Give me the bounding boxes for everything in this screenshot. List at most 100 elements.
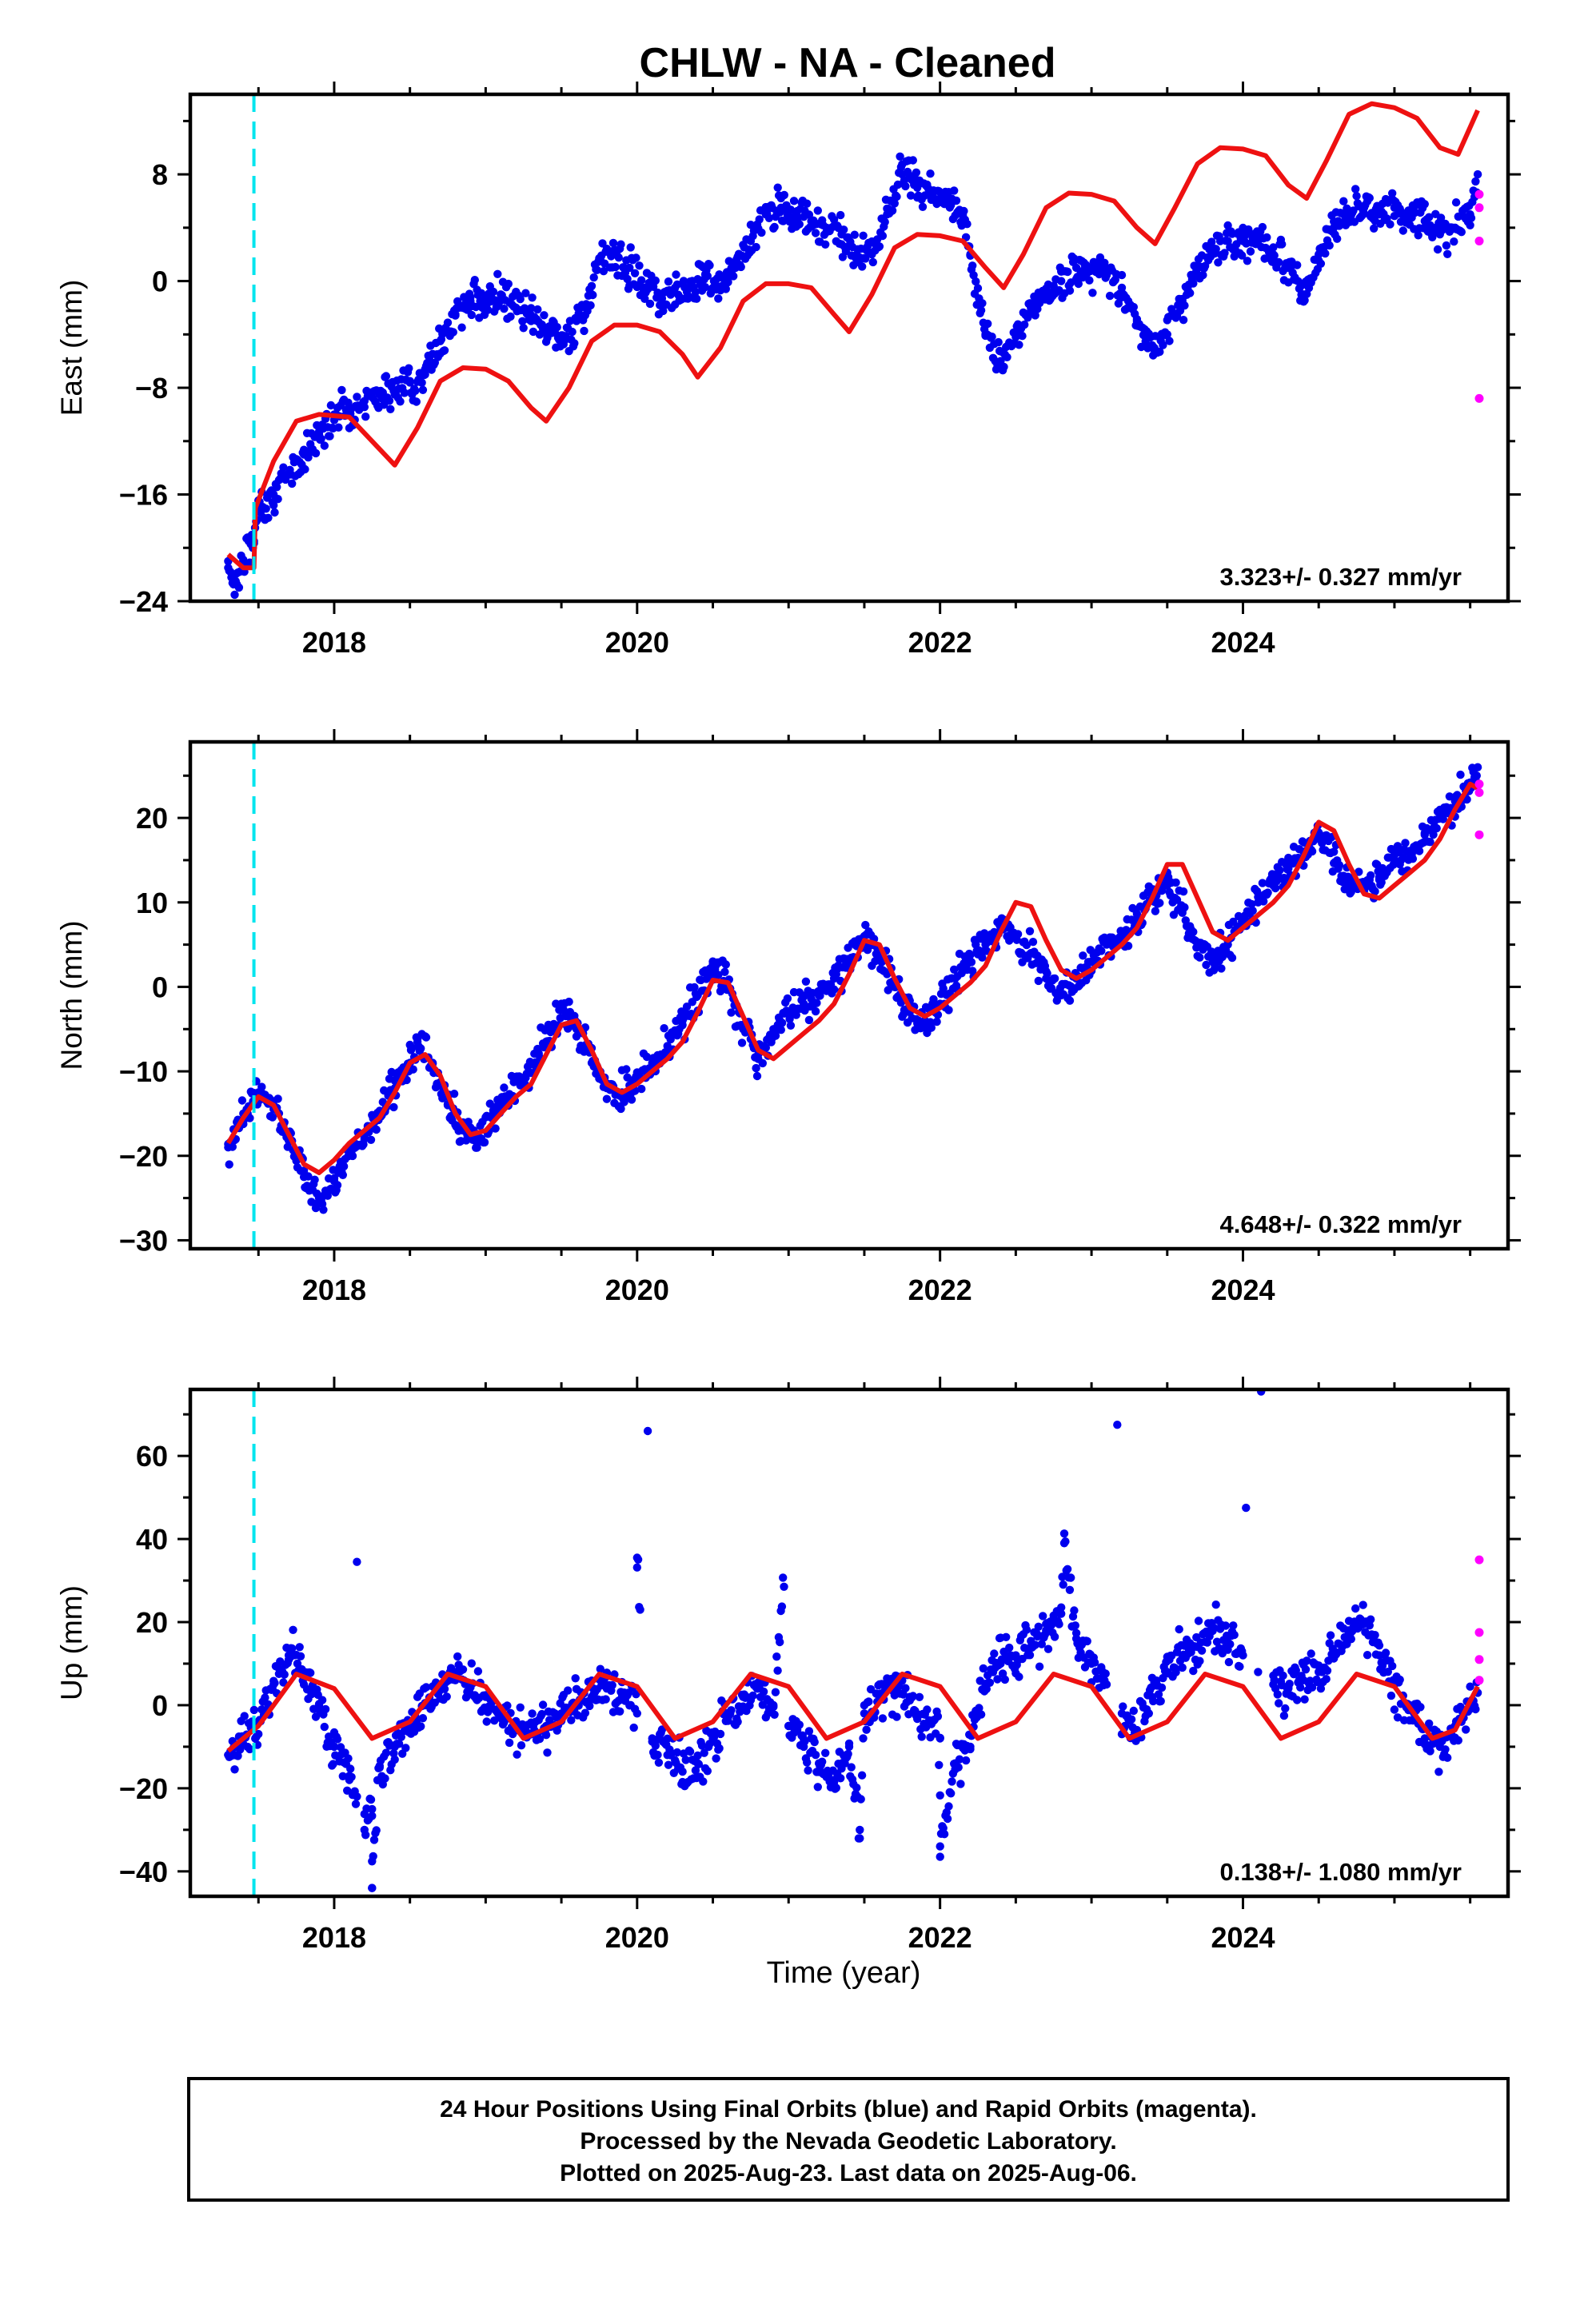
final-orbit-point: [901, 181, 910, 191]
panel-3: 2018 2020 2022 2024 −40 −20 0 20 40 60 Up (mm) 0.13…: [55, 1377, 1521, 1954]
final-orbit-point: [620, 1098, 628, 1106]
final-orbit-point: [483, 305, 493, 314]
final-orbit-point: [804, 210, 814, 219]
final-orbit-point: [666, 1034, 675, 1044]
final-orbit-point: [362, 1804, 371, 1813]
final-orbit-point: [1426, 838, 1434, 847]
final-orbit-point: [811, 229, 820, 237]
final-orbit-point: [553, 323, 561, 332]
final-orbit-point: [1199, 270, 1207, 280]
final-orbit-point: [792, 1011, 800, 1019]
rapid-orbit-point: [1474, 393, 1484, 403]
final-orbit-point: [1229, 1621, 1238, 1630]
final-orbit-point: [418, 385, 428, 394]
final-orbit-point: [310, 1175, 319, 1184]
final-orbit-point: [1355, 867, 1363, 876]
final-orbit-point: [1263, 233, 1271, 242]
final-orbit-point: [1248, 907, 1257, 915]
final-orbit-point: [858, 262, 867, 271]
rapid-orbits-series: [1474, 779, 1484, 839]
final-orbit-point: [664, 277, 673, 286]
final-orbit-point: [1466, 1682, 1474, 1691]
final-orbit-point: [800, 1736, 809, 1746]
final-orbit-point: [700, 283, 710, 292]
final-orbit-point: [1389, 860, 1398, 869]
final-orbit-point: [1351, 1604, 1360, 1613]
final-orbit-point: [850, 230, 860, 239]
final-orbit-point: [288, 479, 297, 488]
final-orbit-point: [772, 1652, 781, 1661]
y-tick-label: 0: [152, 1689, 168, 1722]
final-orbit-point: [888, 206, 897, 215]
final-orbit-point: [657, 1725, 667, 1734]
final-orbit-point: [878, 231, 888, 241]
final-orbit-point: [329, 1174, 339, 1183]
final-orbit-point: [602, 1094, 612, 1103]
final-orbit-point: [360, 403, 369, 412]
final-orbit-point: [1473, 169, 1482, 179]
final-orbit-point: [273, 495, 282, 504]
final-orbit-point: [1390, 1705, 1399, 1714]
final-orbit-point: [1263, 888, 1272, 897]
final-orbit-point: [721, 960, 730, 969]
final-orbit-point: [892, 192, 901, 201]
final-orbit-point: [979, 1664, 988, 1673]
final-orbit-point: [503, 1701, 512, 1710]
final-orbit-point: [836, 1774, 845, 1783]
final-orbit-point: [690, 983, 699, 992]
final-orbit-point: [528, 293, 537, 302]
final-orbit-point: [1281, 1704, 1290, 1713]
final-orbit-point: [1425, 213, 1434, 221]
final-orbit-point: [346, 1764, 355, 1773]
final-orbit-point: [333, 1181, 342, 1190]
final-orbit-point: [1144, 1709, 1154, 1718]
final-orbit-point: [295, 1643, 304, 1652]
final-orbit-point: [1179, 887, 1188, 896]
final-orbit-point: [317, 1696, 327, 1704]
final-orbit-point: [1371, 1650, 1381, 1659]
x-tick-label: 2018: [302, 626, 366, 659]
final-orbit-point: [672, 270, 680, 279]
final-orbit-point: [401, 1744, 410, 1752]
final-orbit-point: [568, 327, 577, 337]
final-orbit-point: [1408, 855, 1418, 863]
final-orbit-point: [1426, 221, 1434, 229]
final-orbit-point: [966, 1744, 975, 1754]
final-orbit-point: [757, 228, 766, 237]
final-orbit-point: [589, 290, 597, 300]
final-orbit-point: [589, 273, 598, 282]
x-tick-label: 2018: [302, 1921, 366, 1954]
final-orbit-point: [1450, 237, 1458, 246]
final-orbit-point: [1025, 1651, 1035, 1660]
final-orbit-point: [632, 253, 640, 262]
y-tick-label: −20: [119, 1140, 168, 1173]
final-orbit-point: [890, 199, 900, 208]
final-orbit-point: [581, 1708, 590, 1717]
final-orbit-point: [1359, 209, 1369, 218]
final-orbit-point: [1186, 289, 1195, 297]
final-orbit-point: [789, 197, 799, 205]
final-orbit-point: [288, 1644, 297, 1653]
final-orbit-point: [1429, 830, 1438, 839]
final-orbit-point: [676, 1763, 685, 1772]
final-orbit-point: [795, 220, 804, 229]
final-orbit-point: [821, 240, 830, 249]
final-orbit-point: [1031, 311, 1039, 320]
final-orbit-point: [372, 1125, 381, 1134]
final-orbit-point: [976, 1710, 986, 1719]
final-orbit-point: [446, 1664, 456, 1672]
final-orbit-point: [552, 999, 561, 1008]
final-orbit-point: [1247, 899, 1256, 909]
final-orbit-point: [856, 1825, 864, 1835]
final-orbit-point: [1149, 1696, 1158, 1706]
final-orbit-point: [580, 326, 589, 336]
final-orbit-point: [1275, 866, 1284, 875]
final-orbit-point: [304, 1172, 313, 1181]
final-orbit-point: [1367, 871, 1375, 880]
final-orbit-point: [1217, 964, 1226, 973]
rapid-orbit-point: [1474, 1655, 1484, 1664]
final-orbit-point: [500, 1083, 509, 1092]
final-orbit-point: [1211, 245, 1220, 253]
final-orbit-point: [1300, 1695, 1309, 1704]
